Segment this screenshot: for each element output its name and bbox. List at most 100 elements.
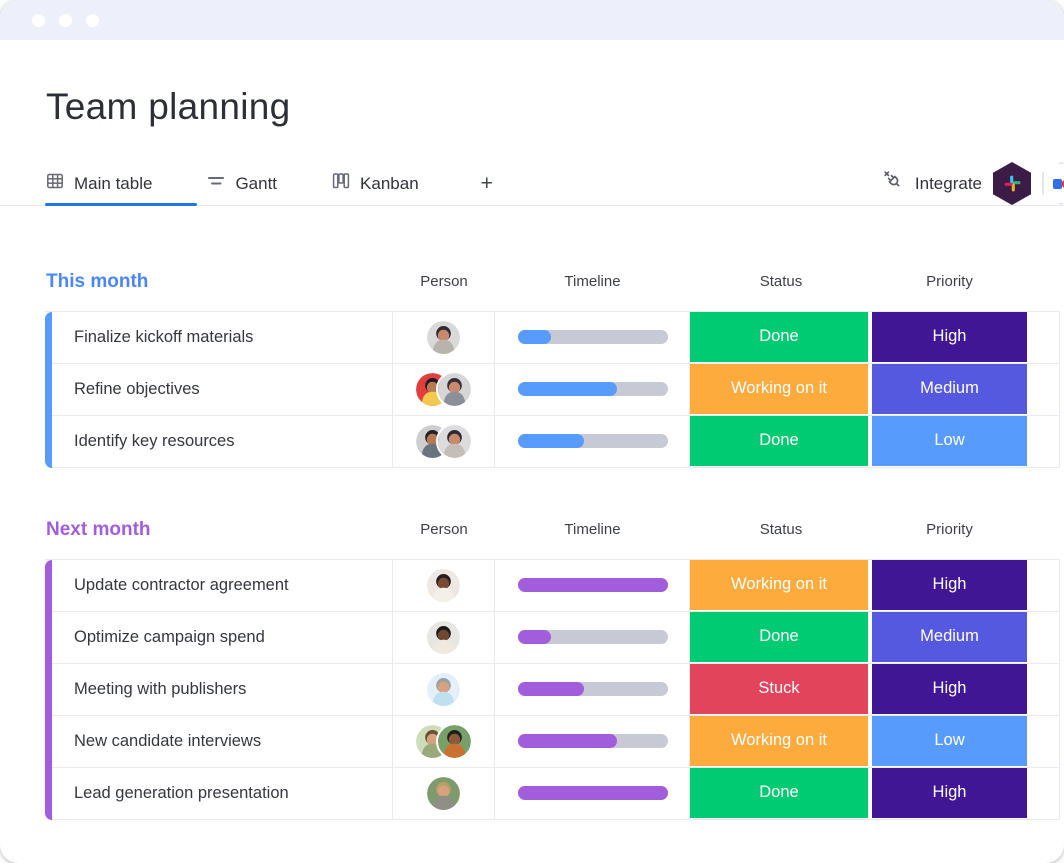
avatar[interactable]	[436, 722, 473, 760]
tab-gantt[interactable]: Gantt	[206, 163, 277, 205]
status-cell[interactable]: Done	[690, 311, 872, 364]
window-control-dot[interactable]	[86, 13, 99, 27]
status-cell[interactable]: Done	[690, 415, 872, 468]
task-name: Refine objectives	[74, 379, 200, 398]
status-badge: Done	[690, 767, 868, 818]
group-title[interactable]: This month	[46, 270, 149, 292]
priority-cell[interactable]: Low	[872, 415, 1027, 468]
tab-kanban[interactable]: Kanban	[331, 163, 419, 205]
tab-main-table[interactable]: Main table	[45, 163, 152, 205]
group: Next month Person Timeline Status Priori…	[0, 512, 1064, 820]
timeline-bar[interactable]	[518, 630, 668, 645]
status-cell[interactable]: Working on it	[690, 715, 872, 768]
person-cell[interactable]	[393, 715, 495, 768]
window-control-dot[interactable]	[32, 13, 45, 27]
status-cell[interactable]: Done	[690, 767, 872, 820]
priority-cell[interactable]: Medium	[872, 611, 1027, 664]
task-cell[interactable]: Update contractor agreement	[52, 559, 393, 612]
timeline-progress	[518, 434, 584, 449]
status-cell[interactable]: Working on it	[690, 559, 872, 612]
timeline-cell[interactable]	[495, 611, 690, 664]
person-cell[interactable]	[393, 559, 495, 612]
timeline-bar[interactable]	[518, 330, 668, 345]
timeline-bar[interactable]	[518, 578, 668, 593]
column-header-timeline[interactable]: Timeline	[564, 273, 621, 291]
status-cell[interactable]: Done	[690, 611, 872, 664]
priority-badge: High	[872, 559, 1027, 610]
timeline-cell[interactable]	[495, 663, 690, 716]
task-cell[interactable]: Identify key resources	[52, 415, 393, 468]
task-cell[interactable]: Refine objectives	[52, 363, 393, 416]
column-header-person[interactable]: Person	[420, 521, 468, 539]
task-cell[interactable]: New candidate interviews	[52, 715, 393, 768]
person-cell[interactable]	[393, 415, 495, 468]
priority-cell[interactable]: High	[872, 767, 1027, 820]
task-cell[interactable]: Optimize campaign spend	[52, 611, 393, 664]
status-badge: Done	[690, 415, 868, 466]
timeline-bar[interactable]	[518, 382, 668, 397]
timeline-bar[interactable]	[518, 786, 668, 801]
priority-cell[interactable]: High	[872, 311, 1027, 364]
timeline-cell[interactable]	[495, 363, 690, 416]
avatar[interactable]	[427, 776, 460, 810]
integrate-button[interactable]: Integrate	[882, 169, 982, 198]
person-cell[interactable]	[393, 311, 495, 364]
timeline-cell[interactable]	[495, 767, 690, 820]
group-title[interactable]: Next month	[46, 518, 151, 540]
empty-cell	[1027, 611, 1060, 664]
avatar[interactable]	[427, 672, 460, 706]
avatar[interactable]	[427, 320, 460, 354]
timeline-cell[interactable]	[495, 715, 690, 768]
priority-badge: Medium	[872, 611, 1027, 662]
column-header-person[interactable]: Person	[420, 273, 468, 291]
priority-cell[interactable]: High	[872, 559, 1027, 612]
column-header-priority[interactable]: Priority	[926, 521, 973, 539]
person-cell[interactable]	[393, 363, 495, 416]
groups: This month Person Timeline Status Priori…	[0, 264, 1064, 820]
status-cell[interactable]: Working on it	[690, 363, 872, 416]
task-name: Finalize kickoff materials	[74, 327, 254, 346]
task-cell[interactable]: Lead generation presentation	[52, 767, 393, 820]
avatar[interactable]	[427, 620, 460, 654]
person-cell[interactable]	[393, 767, 495, 820]
status-badge: Working on it	[690, 559, 868, 610]
timeline-cell[interactable]	[495, 415, 690, 468]
priority-cell[interactable]: High	[872, 663, 1027, 716]
priority-badge: Low	[872, 415, 1027, 466]
window-control-dot[interactable]	[59, 13, 72, 27]
priority-cell[interactable]: Low	[872, 715, 1027, 768]
group-color-bar	[45, 311, 52, 468]
window-titlebar	[0, 0, 1064, 40]
timeline-progress	[518, 578, 668, 593]
empty-cell	[1027, 715, 1060, 768]
priority-cell[interactable]: Medium	[872, 363, 1027, 416]
timeline-cell[interactable]	[495, 559, 690, 612]
timeline-bar[interactable]	[518, 434, 668, 449]
empty-cell	[1027, 415, 1060, 468]
priority-badge: Medium	[872, 363, 1027, 414]
partial-app-icon[interactable]	[1042, 162, 1064, 206]
column-header-status[interactable]: Status	[759, 273, 803, 291]
task-cell[interactable]: Meeting with publishers	[52, 663, 393, 716]
priority-badge: Low	[872, 715, 1027, 766]
task-cell[interactable]: Finalize kickoff materials	[52, 311, 393, 364]
table-icon	[45, 171, 65, 196]
status-cell[interactable]: Stuck	[690, 663, 872, 716]
avatar[interactable]	[436, 422, 473, 460]
timeline-cell[interactable]	[495, 311, 690, 364]
person-cell[interactable]	[393, 663, 495, 716]
group: This month Person Timeline Status Priori…	[0, 264, 1064, 468]
column-header-status[interactable]: Status	[759, 521, 803, 539]
column-header-timeline[interactable]: Timeline	[564, 521, 621, 539]
column-header-priority[interactable]: Priority	[926, 273, 973, 291]
empty-cell	[1027, 311, 1060, 364]
avatar[interactable]	[427, 568, 460, 602]
timeline-progress	[518, 734, 617, 749]
person-cell[interactable]	[393, 611, 495, 664]
slack-icon[interactable]	[993, 162, 1031, 206]
timeline-bar[interactable]	[518, 734, 668, 749]
add-view-button[interactable]: +	[480, 171, 493, 195]
avatar[interactable]	[436, 370, 473, 408]
kanban-icon	[331, 171, 351, 196]
timeline-bar[interactable]	[518, 682, 668, 697]
